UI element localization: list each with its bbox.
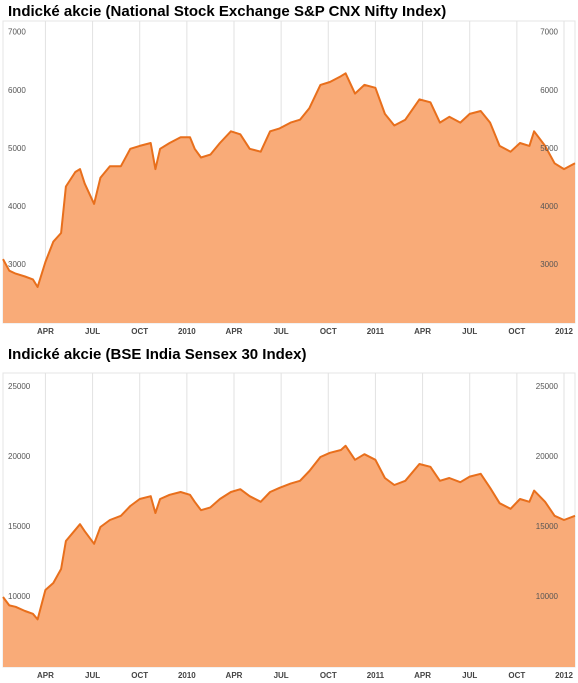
x-tick-label: 2011 bbox=[367, 671, 385, 680]
x-tick-label: OCT bbox=[320, 327, 337, 336]
y-tick-label-right: 15000 bbox=[536, 522, 559, 531]
y-tick-label-right: 20000 bbox=[536, 452, 559, 461]
y-tick-label: 3000 bbox=[8, 260, 26, 269]
x-tick-label: OCT bbox=[508, 671, 525, 680]
x-tick-label: JUL bbox=[462, 671, 477, 680]
y-tick-label-right: 4000 bbox=[540, 202, 558, 211]
x-tick-label: 2011 bbox=[367, 327, 385, 336]
line bbox=[2, 72, 576, 288]
x-tick-label: JUL bbox=[274, 671, 289, 680]
y-tick-label: 5000 bbox=[8, 144, 26, 153]
x-tick-label: APR bbox=[226, 671, 243, 680]
y-tick-label: 25000 bbox=[8, 382, 31, 391]
y-tick-label-right: 7000 bbox=[540, 28, 558, 37]
chart-title: Indické akcie (BSE India Sensex 30 Index… bbox=[8, 346, 306, 363]
y-tick-label-right: 6000 bbox=[540, 86, 558, 95]
x-tick-label: APR bbox=[37, 327, 54, 336]
x-tick-label: 2010 bbox=[178, 327, 196, 336]
y-tick-label-right: 5000 bbox=[540, 144, 558, 153]
x-tick-label: 2012 bbox=[555, 327, 573, 336]
x-tick-label: APR bbox=[37, 671, 54, 680]
x-tick-label: JUL bbox=[85, 327, 100, 336]
x-tick-label: OCT bbox=[508, 327, 525, 336]
area bbox=[3, 445, 575, 667]
x-tick-label: OCT bbox=[131, 327, 148, 336]
x-tick-label: APR bbox=[226, 327, 243, 336]
x-tick-label: JUL bbox=[85, 671, 100, 680]
y-tick-label: 6000 bbox=[8, 86, 26, 95]
x-tick-label: JUL bbox=[462, 327, 477, 336]
x-tick-label: JUL bbox=[274, 327, 289, 336]
x-tick-label: 2012 bbox=[555, 671, 573, 680]
y-tick-label: 20000 bbox=[8, 452, 31, 461]
y-tick-label-right: 10000 bbox=[536, 592, 559, 601]
y-tick-label: 7000 bbox=[8, 28, 26, 37]
x-tick-label: OCT bbox=[131, 671, 148, 680]
chart-title: Indické akcie (National Stock Exchange S… bbox=[8, 3, 446, 20]
area bbox=[3, 73, 575, 323]
y-tick-label: 15000 bbox=[8, 522, 31, 531]
y-tick-label: 4000 bbox=[8, 202, 26, 211]
x-tick-label: OCT bbox=[320, 671, 337, 680]
y-tick-label: 10000 bbox=[8, 592, 31, 601]
y-tick-label-right: 25000 bbox=[536, 382, 559, 391]
line bbox=[2, 444, 576, 621]
x-tick-label: APR bbox=[414, 327, 431, 336]
x-tick-label: 2010 bbox=[178, 671, 196, 680]
y-tick-label-right: 3000 bbox=[540, 260, 558, 269]
x-tick-label: APR bbox=[414, 671, 431, 680]
